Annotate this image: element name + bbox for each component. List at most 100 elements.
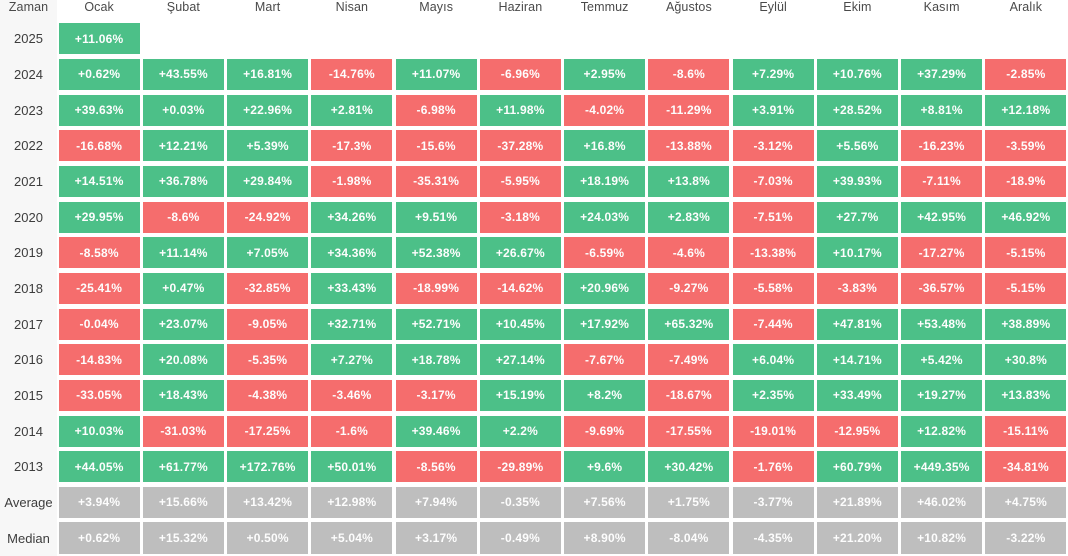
return-cell: -0.35% [479,486,561,518]
return-cell: +14.71% [816,344,898,376]
cell-wrapper: -0.35% [478,485,562,521]
return-cell: -3.59% [985,130,1067,162]
return-cell: +10.45% [479,308,561,340]
return-cell: +10.76% [816,58,898,91]
return-cell: +2.95% [564,58,646,91]
return-cell: +5.56% [816,130,898,162]
return-cell: -14.76% [311,58,393,91]
cell-wrapper [563,21,647,57]
cell-wrapper: -14.83% [57,342,141,378]
return-cell: +449.35% [901,451,983,483]
return-cell: +9.6% [564,451,646,483]
cell-wrapper: +38.89% [984,306,1068,342]
cell-wrapper: +2.83% [647,199,731,235]
return-cell: +30.8% [985,344,1067,376]
return-cell: -3.46% [311,379,393,411]
return-cell: -1.76% [732,451,814,483]
return-cell: +52.38% [395,237,477,269]
row-label-year: 2021 [0,163,57,200]
return-cell: +7.27% [311,344,393,376]
return-cell: +12.21% [142,130,224,162]
cell-wrapper: -8.6% [647,57,731,93]
cell-wrapper: -18.9% [984,164,1068,200]
cell-wrapper: -4.6% [647,235,731,271]
return-cell: -3.18% [479,201,561,233]
cell-wrapper: -3.46% [310,378,394,414]
return-cell: -8.6% [648,58,730,91]
return-cell: -0.04% [58,308,140,340]
cell-wrapper: +14.71% [815,342,899,378]
return-cell: +7.94% [395,486,477,518]
cell-wrapper: -8.04% [647,520,731,556]
return-cell: +37.29% [901,58,983,91]
return-cell [564,23,645,54]
cell-wrapper: +3.17% [394,520,478,556]
column-header-month: Mayıs [419,0,454,14]
cell-wrapper: -32.85% [226,271,310,307]
cell-wrapper: -5.15% [984,235,1068,271]
cell-wrapper: -3.12% [731,128,815,164]
return-cell: +2.81% [311,94,393,126]
cell-wrapper: +15.19% [478,378,562,414]
cell-wrapper: +18.19% [563,164,647,200]
row-label-year: 2022 [0,127,57,164]
cell-wrapper: -3.17% [394,378,478,414]
cell-wrapper [647,21,731,57]
cell-wrapper: +0.47% [141,271,225,307]
cell-wrapper: +7.94% [394,485,478,521]
cell-wrapper: +5.04% [310,520,394,556]
return-cell: +11.14% [142,237,224,269]
return-cell: +33.49% [816,379,898,411]
return-cell: -17.27% [901,237,983,269]
return-cell: -33.05% [58,379,140,411]
return-cell: -6.98% [395,94,477,126]
cell-wrapper: -37.28% [478,128,562,164]
cell-wrapper: +12.98% [310,485,394,521]
return-cell: +2.35% [732,379,814,411]
cell-wrapper: +8.90% [563,520,647,556]
return-cell: -3.17% [395,379,477,411]
return-cell: +12.98% [311,486,393,518]
cell-wrapper: +42.95% [900,199,984,235]
cell-wrapper: +9.51% [394,199,478,235]
cell-wrapper: -5.35% [226,342,310,378]
cell-wrapper: +10.03% [57,413,141,449]
return-cell: -3.83% [816,272,898,304]
return-cell: -17.3% [311,130,393,162]
return-cell: +7.29% [732,58,814,91]
return-cell: -16.68% [58,130,140,162]
return-cell: +33.43% [311,272,393,304]
return-cell: -5.95% [479,165,561,197]
cell-wrapper: +18.78% [394,342,478,378]
return-cell: +7.56% [564,486,646,518]
return-cell: -5.35% [227,344,309,376]
cell-wrapper: +12.21% [141,128,225,164]
return-cell: +12.18% [985,94,1067,126]
cell-wrapper [226,21,310,57]
cell-wrapper [815,21,899,57]
cell-wrapper: -7.67% [563,342,647,378]
return-cell: -4.35% [732,522,814,554]
row-label-year: 2024 [0,56,57,93]
cell-wrapper: -24.92% [226,199,310,235]
cell-wrapper: -17.55% [647,413,731,449]
cell-wrapper: +12.82% [900,413,984,449]
return-cell: -24.92% [227,201,309,233]
return-cell: +3.91% [732,94,814,126]
return-cell: +1.75% [648,486,730,518]
column-header-month: Şubat [166,0,200,14]
return-cell: +17.92% [564,308,646,340]
return-cell: -3.77% [732,486,814,518]
return-cell: +3.17% [395,522,477,554]
cell-wrapper: +10.82% [900,520,984,556]
return-cell: +29.95% [58,201,140,233]
cell-wrapper: -18.67% [647,378,731,414]
return-cell: -12.95% [816,415,898,447]
cell-wrapper: +10.17% [815,235,899,271]
cell-wrapper: +5.56% [815,128,899,164]
cell-wrapper: -34.81% [984,449,1068,485]
return-cell: +27.7% [816,201,898,233]
cell-wrapper: -5.15% [984,271,1068,307]
cell-wrapper: +7.56% [563,485,647,521]
return-cell: +36.78% [142,165,224,197]
